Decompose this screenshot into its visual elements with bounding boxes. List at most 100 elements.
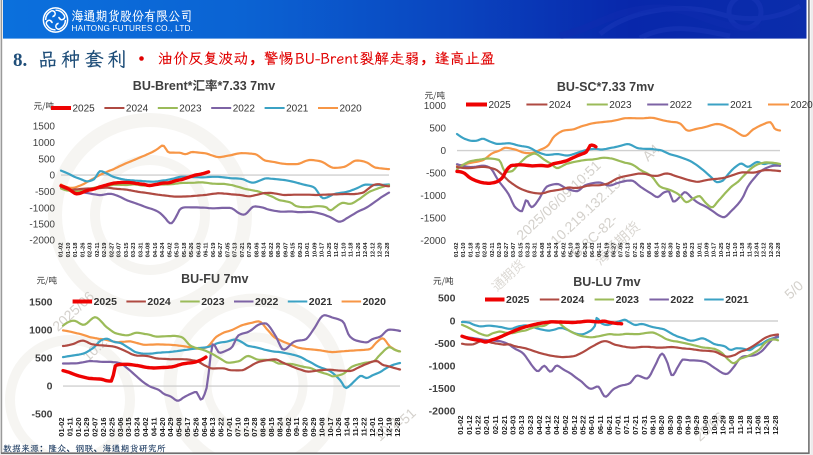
svg-text:04-16: 04-16 [153, 242, 159, 258]
svg-text:12-19: 12-19 [385, 418, 394, 437]
svg-text:06-11: 06-11 [596, 416, 605, 435]
svg-text:02-03: 02-03 [483, 242, 489, 258]
svg-text:BU-LU 7mv: BU-LU 7mv [573, 275, 640, 289]
svg-text:05-26: 05-26 [583, 242, 589, 258]
svg-text:07-01: 07-01 [225, 418, 234, 437]
svg-text:02-11: 02-11 [490, 242, 496, 257]
svg-text:-2000: -2000 [29, 236, 55, 247]
svg-text:-1500: -1500 [420, 214, 446, 225]
svg-text:02-27: 02-27 [109, 243, 115, 258]
svg-text:1000: 1000 [29, 324, 53, 336]
svg-text:-1000: -1000 [420, 191, 446, 202]
svg-text:07-29: 07-29 [247, 242, 253, 258]
svg-text:11-10: 11-10 [342, 243, 348, 258]
svg-text:11-28: 11-28 [745, 416, 754, 435]
svg-text:06-27: 06-27 [611, 243, 617, 258]
svg-text:08-30: 08-30 [669, 243, 675, 258]
svg-text:07-31: 07-31 [640, 416, 649, 435]
svg-text:2021: 2021 [309, 296, 333, 308]
svg-text:BU-SC*7.33 7mv: BU-SC*7.33 7mv [557, 80, 654, 94]
svg-text:06-01: 06-01 [587, 416, 596, 435]
svg-text:08-14: 08-14 [262, 242, 268, 258]
svg-text:05-08: 05-08 [175, 418, 184, 437]
svg-text:10-09: 10-09 [312, 242, 318, 258]
svg-text:05-02: 05-02 [561, 416, 570, 435]
svg-text:09-29: 09-29 [692, 416, 701, 435]
svg-text:10-01: 10-01 [697, 242, 703, 258]
svg-text:06-22: 06-22 [217, 418, 226, 437]
svg-text:2024: 2024 [147, 296, 171, 308]
svg-text:12-10: 12-10 [376, 418, 385, 437]
svg-text:07-13: 07-13 [233, 242, 239, 258]
svg-text:05-10: 05-10 [569, 243, 575, 258]
svg-text:12-28: 12-28 [771, 416, 780, 435]
svg-text:BU-Brent*: BU-Brent* [133, 79, 193, 93]
svg-text:11-22: 11-22 [359, 418, 368, 437]
svg-text:01-02: 01-02 [59, 243, 65, 258]
svg-text:01-18: 01-18 [73, 242, 79, 258]
svg-text:07-21: 07-21 [240, 242, 246, 258]
svg-text:03-07: 03-07 [511, 243, 517, 258]
svg-text:05-10: 05-10 [175, 243, 181, 258]
svg-text:01-29: 01-29 [82, 418, 91, 437]
svg-text:2022: 2022 [670, 294, 694, 306]
svg-text:06-27: 06-27 [218, 243, 224, 258]
svg-text:1500: 1500 [29, 296, 53, 308]
svg-text:03-06: 03-06 [116, 418, 125, 437]
svg-text:02-03: 02-03 [88, 242, 94, 258]
svg-text:08-22: 08-22 [269, 243, 275, 258]
svg-text:07-19: 07-19 [242, 418, 251, 437]
svg-text:05-26: 05-26 [189, 242, 195, 258]
svg-text:02-16: 02-16 [99, 418, 108, 437]
svg-text:08-10: 08-10 [649, 416, 658, 435]
svg-text:BU-FU 7mv: BU-FU 7mv [181, 272, 248, 286]
svg-text:05-18: 05-18 [576, 242, 582, 258]
svg-text:03-15: 03-15 [518, 242, 524, 258]
svg-text:04-24: 04-24 [160, 242, 166, 258]
svg-text:02-07: 02-07 [91, 418, 100, 437]
svg-text:07-28: 07-28 [250, 418, 259, 437]
svg-text:02-19: 02-19 [497, 242, 503, 258]
svg-text:08-30: 08-30 [276, 243, 282, 258]
svg-text:-500: -500 [35, 187, 55, 198]
svg-text:04-02: 04-02 [535, 416, 544, 435]
svg-text:08-22: 08-22 [662, 243, 668, 258]
svg-text:04-24: 04-24 [554, 242, 560, 258]
svg-text:-1500: -1500 [429, 383, 456, 395]
svg-text:02-21: 02-21 [500, 416, 509, 435]
svg-text:2023: 2023 [609, 100, 632, 111]
svg-text:06-03: 06-03 [590, 242, 596, 258]
svg-text:10-17: 10-17 [326, 418, 335, 437]
svg-text:-1000: -1000 [429, 361, 456, 373]
svg-text:1500: 1500 [33, 122, 56, 133]
svg-text:07-29: 07-29 [640, 242, 646, 258]
svg-text:01-26: 01-26 [476, 242, 482, 258]
svg-text:07-01: 07-01 [614, 416, 623, 435]
svg-text:09-07: 09-07 [676, 243, 682, 258]
svg-text:0: 0 [440, 146, 446, 157]
svg-text:03-15: 03-15 [124, 242, 130, 258]
svg-text:2021: 2021 [286, 104, 309, 115]
svg-text:1000: 1000 [424, 101, 447, 112]
svg-text:11-02: 11-02 [334, 243, 340, 258]
svg-text:10-17: 10-17 [712, 243, 718, 258]
svg-text:03-31: 03-31 [138, 242, 144, 258]
svg-text:05-02: 05-02 [167, 243, 173, 258]
svg-text:08-06: 08-06 [647, 242, 653, 258]
svg-text:03-03: 03-03 [509, 416, 518, 435]
svg-text:02-11: 02-11 [95, 242, 101, 257]
svg-text:05-26: 05-26 [191, 418, 200, 437]
svg-text:01-10: 01-10 [66, 243, 72, 258]
svg-text:0: 0 [450, 315, 456, 327]
svg-text:11-04: 11-04 [343, 417, 352, 437]
svg-text:10-25: 10-25 [327, 242, 333, 258]
svg-text:10-17: 10-17 [320, 243, 326, 258]
svg-text:11-26: 11-26 [356, 242, 362, 257]
svg-text:12-12: 12-12 [762, 243, 768, 258]
svg-text:08-06: 08-06 [254, 242, 260, 258]
svg-text:12-28: 12-28 [385, 242, 391, 258]
svg-text:03-23: 03-23 [526, 416, 535, 435]
svg-text:12-18: 12-18 [762, 416, 771, 435]
svg-text:500: 500 [35, 352, 53, 364]
svg-text:2022: 2022 [233, 104, 256, 115]
